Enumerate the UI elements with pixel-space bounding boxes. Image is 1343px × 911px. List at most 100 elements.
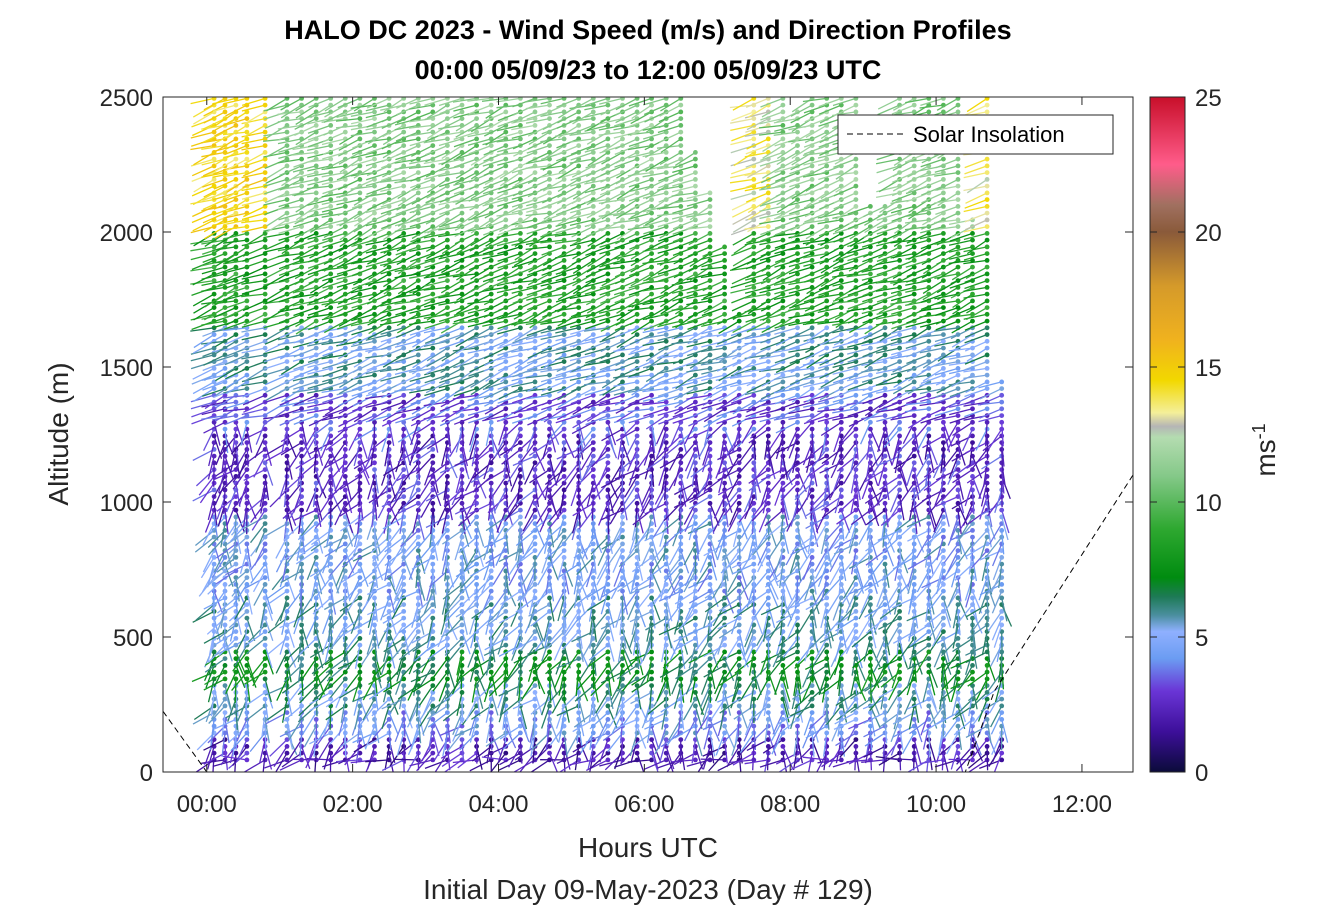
wind-barb-point bbox=[313, 399, 319, 405]
wind-barb-shaft bbox=[242, 306, 266, 317]
wind-barb-shaft bbox=[344, 719, 346, 744]
wind-barb-shaft bbox=[299, 732, 303, 757]
wind-barb-shaft bbox=[511, 381, 536, 388]
wind-barb-point bbox=[401, 609, 407, 614]
wind-barb-point bbox=[262, 386, 268, 391]
wind-barb-shaft bbox=[263, 367, 288, 376]
wind-barb-point bbox=[342, 541, 348, 547]
wind-barb-point bbox=[430, 447, 436, 452]
wind-barb-point bbox=[328, 271, 334, 277]
wind-barb-shaft bbox=[380, 212, 404, 223]
wind-barb-shaft bbox=[213, 374, 237, 386]
wind-barb-point bbox=[244, 136, 250, 142]
wind-barb-shaft bbox=[207, 455, 215, 480]
wind-barb-point bbox=[561, 514, 567, 520]
wind-barb-point bbox=[547, 338, 552, 344]
wind-barb-shaft bbox=[426, 394, 448, 409]
wind-barb-point bbox=[415, 629, 421, 634]
wind-barb-shaft bbox=[235, 631, 248, 654]
wind-barb-shaft bbox=[263, 232, 288, 239]
wind-barb-point bbox=[372, 744, 377, 749]
wind-barb-point bbox=[262, 500, 268, 506]
wind-barb-point bbox=[357, 629, 363, 634]
wind-barb-point bbox=[547, 656, 552, 661]
wind-barb-shaft bbox=[201, 266, 226, 275]
wind-barb-shaft bbox=[193, 178, 215, 193]
wind-barb-point bbox=[222, 656, 228, 661]
wind-barb-shaft bbox=[266, 408, 288, 423]
wind-barb-point bbox=[518, 737, 523, 742]
wind-barb-shaft bbox=[226, 199, 248, 213]
wind-barb-point bbox=[547, 507, 552, 513]
wind-barb-shaft bbox=[541, 246, 565, 256]
wind-barb-point bbox=[299, 392, 304, 398]
wind-barb-shaft bbox=[394, 225, 419, 233]
wind-barb-point bbox=[488, 102, 494, 108]
wind-barb-point bbox=[262, 413, 268, 418]
wind-barb-shaft bbox=[215, 340, 237, 355]
wind-barb-point bbox=[547, 352, 552, 358]
wind-barb-point bbox=[503, 521, 509, 526]
wind-barb-point bbox=[518, 426, 523, 432]
wind-barb-shaft bbox=[248, 624, 266, 643]
wind-barb-point bbox=[503, 237, 509, 243]
wind-barb-shaft bbox=[279, 617, 302, 629]
wind-barb-shaft bbox=[208, 651, 215, 676]
wind-barb-shaft bbox=[192, 104, 215, 118]
wind-barb-point bbox=[459, 750, 465, 756]
wind-barb-shaft bbox=[223, 225, 247, 231]
wind-barb-shaft bbox=[253, 455, 266, 478]
wind-barb-point bbox=[222, 663, 228, 668]
wind-barb-shaft bbox=[260, 489, 266, 514]
wind-barb-shaft bbox=[190, 360, 215, 370]
wind-barb-point bbox=[262, 507, 268, 513]
wind-barb-point bbox=[342, 447, 348, 452]
wind-barb-point bbox=[401, 588, 407, 594]
wind-barb-point bbox=[503, 291, 509, 297]
wind-barb-shaft bbox=[190, 131, 215, 139]
wind-barb-point bbox=[474, 311, 479, 317]
wind-barb-point bbox=[503, 332, 509, 337]
wind-barb-point bbox=[284, 190, 290, 196]
wind-barb-shaft bbox=[234, 449, 248, 471]
wind-barb-point bbox=[357, 352, 363, 358]
wind-barb-point bbox=[211, 163, 217, 169]
wind-barb-point bbox=[222, 582, 228, 587]
wind-barb-point bbox=[474, 406, 479, 412]
wind-barb-point bbox=[459, 737, 465, 742]
wind-barb-shaft bbox=[245, 631, 266, 647]
wind-barb-point bbox=[328, 204, 334, 209]
wind-barb-point bbox=[459, 622, 465, 628]
wind-barb-shaft bbox=[203, 421, 226, 434]
wind-barb-point bbox=[372, 129, 377, 135]
wind-barb-point bbox=[299, 170, 304, 176]
wind-barb-shaft bbox=[231, 429, 237, 453]
wind-barb-shaft bbox=[223, 239, 247, 244]
wind-barb-point bbox=[503, 750, 509, 756]
wind-barb-shaft bbox=[263, 394, 288, 404]
wind-barb-point bbox=[222, 170, 228, 176]
wind-barb-point bbox=[357, 588, 363, 594]
wind-barb-point bbox=[211, 582, 217, 587]
wind-barb-point bbox=[244, 737, 250, 742]
wind-barb-shaft bbox=[242, 394, 266, 406]
wind-barb-point bbox=[401, 231, 407, 236]
chart-title: HALO DC 2023 - Wind Speed (m/s) and Dire… bbox=[284, 15, 1011, 45]
wind-barb-point bbox=[244, 150, 250, 155]
wind-barb-shaft bbox=[562, 611, 565, 636]
wind-barb-point bbox=[518, 244, 523, 250]
wind-barb-shaft bbox=[552, 590, 565, 613]
wind-barb-point bbox=[233, 123, 239, 128]
wind-barb-shaft bbox=[264, 158, 288, 169]
wind-barb-point bbox=[488, 568, 494, 574]
wind-barb-shaft bbox=[244, 759, 266, 772]
wind-barb-shaft bbox=[203, 631, 226, 644]
wind-barb-point bbox=[222, 555, 228, 560]
wind-barb-point bbox=[386, 379, 392, 385]
wind-barb-shaft bbox=[282, 705, 303, 722]
wind-barb-shaft bbox=[242, 387, 266, 398]
wind-barb-point bbox=[262, 541, 268, 547]
wind-barb-point bbox=[342, 615, 348, 621]
wind-barb-shaft bbox=[190, 246, 215, 252]
wind-barb-shaft bbox=[249, 658, 266, 678]
